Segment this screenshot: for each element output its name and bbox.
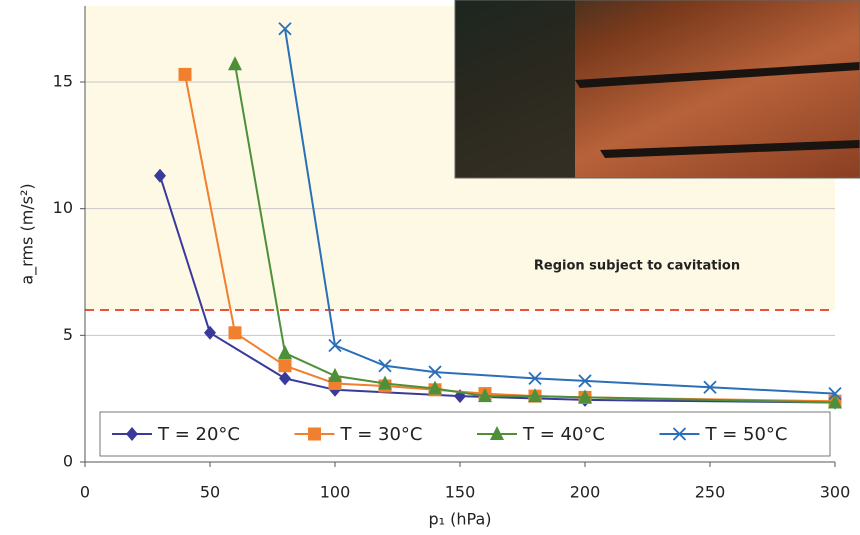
y-axis-label: a_rms (m/s²) — [18, 183, 38, 284]
marker — [672, 427, 687, 441]
legend: T = 20°C T = 30°C T = 40°C T = 50°C — [99, 411, 831, 457]
marker — [578, 389, 592, 404]
marker — [278, 359, 292, 373]
marker — [528, 388, 542, 403]
legend-label: T = 30°C — [340, 424, 423, 445]
legend-label: T = 40°C — [522, 424, 605, 445]
marker — [278, 22, 292, 36]
marker — [328, 367, 342, 382]
marker — [126, 427, 138, 441]
x-tick-label: 150 — [445, 483, 476, 502]
x-axis-label: p₁ (hPa) — [428, 510, 491, 529]
legend-label: T = 20°C — [157, 424, 240, 445]
series-line — [284, 28, 836, 395]
marker — [490, 426, 504, 440]
marker — [703, 380, 717, 394]
x-tick-label: 250 — [695, 483, 726, 502]
marker — [828, 386, 842, 401]
x-tick-label: 200 — [570, 483, 601, 502]
y-tick-label: 10 — [53, 198, 73, 217]
marker — [279, 371, 291, 386]
marker — [378, 375, 392, 390]
marker — [204, 325, 216, 340]
marker — [528, 371, 542, 386]
marker — [228, 326, 242, 340]
annotation: Region subject to cavitation — [534, 259, 740, 274]
marker — [308, 427, 321, 441]
marker — [578, 374, 592, 388]
marker — [228, 56, 242, 71]
marker — [828, 394, 842, 409]
marker — [428, 380, 442, 395]
marker — [478, 388, 492, 403]
legend-label: T = 50°C — [705, 424, 788, 445]
x-tick-label: 50 — [200, 483, 220, 502]
x-tick-label: 0 — [80, 483, 90, 502]
y-tick-label: 5 — [63, 325, 73, 344]
marker — [154, 168, 166, 183]
y-tick-label: 0 — [63, 452, 73, 471]
marker — [378, 359, 392, 373]
x-tick-label: 100 — [320, 483, 351, 502]
photo — [454, 0, 860, 179]
y-tick-label: 15 — [53, 72, 73, 91]
marker — [178, 67, 192, 81]
legend-box — [99, 411, 831, 457]
x-tick-label: 300 — [820, 483, 851, 502]
marker — [428, 365, 442, 379]
marker — [278, 345, 292, 360]
marker — [328, 338, 342, 353]
